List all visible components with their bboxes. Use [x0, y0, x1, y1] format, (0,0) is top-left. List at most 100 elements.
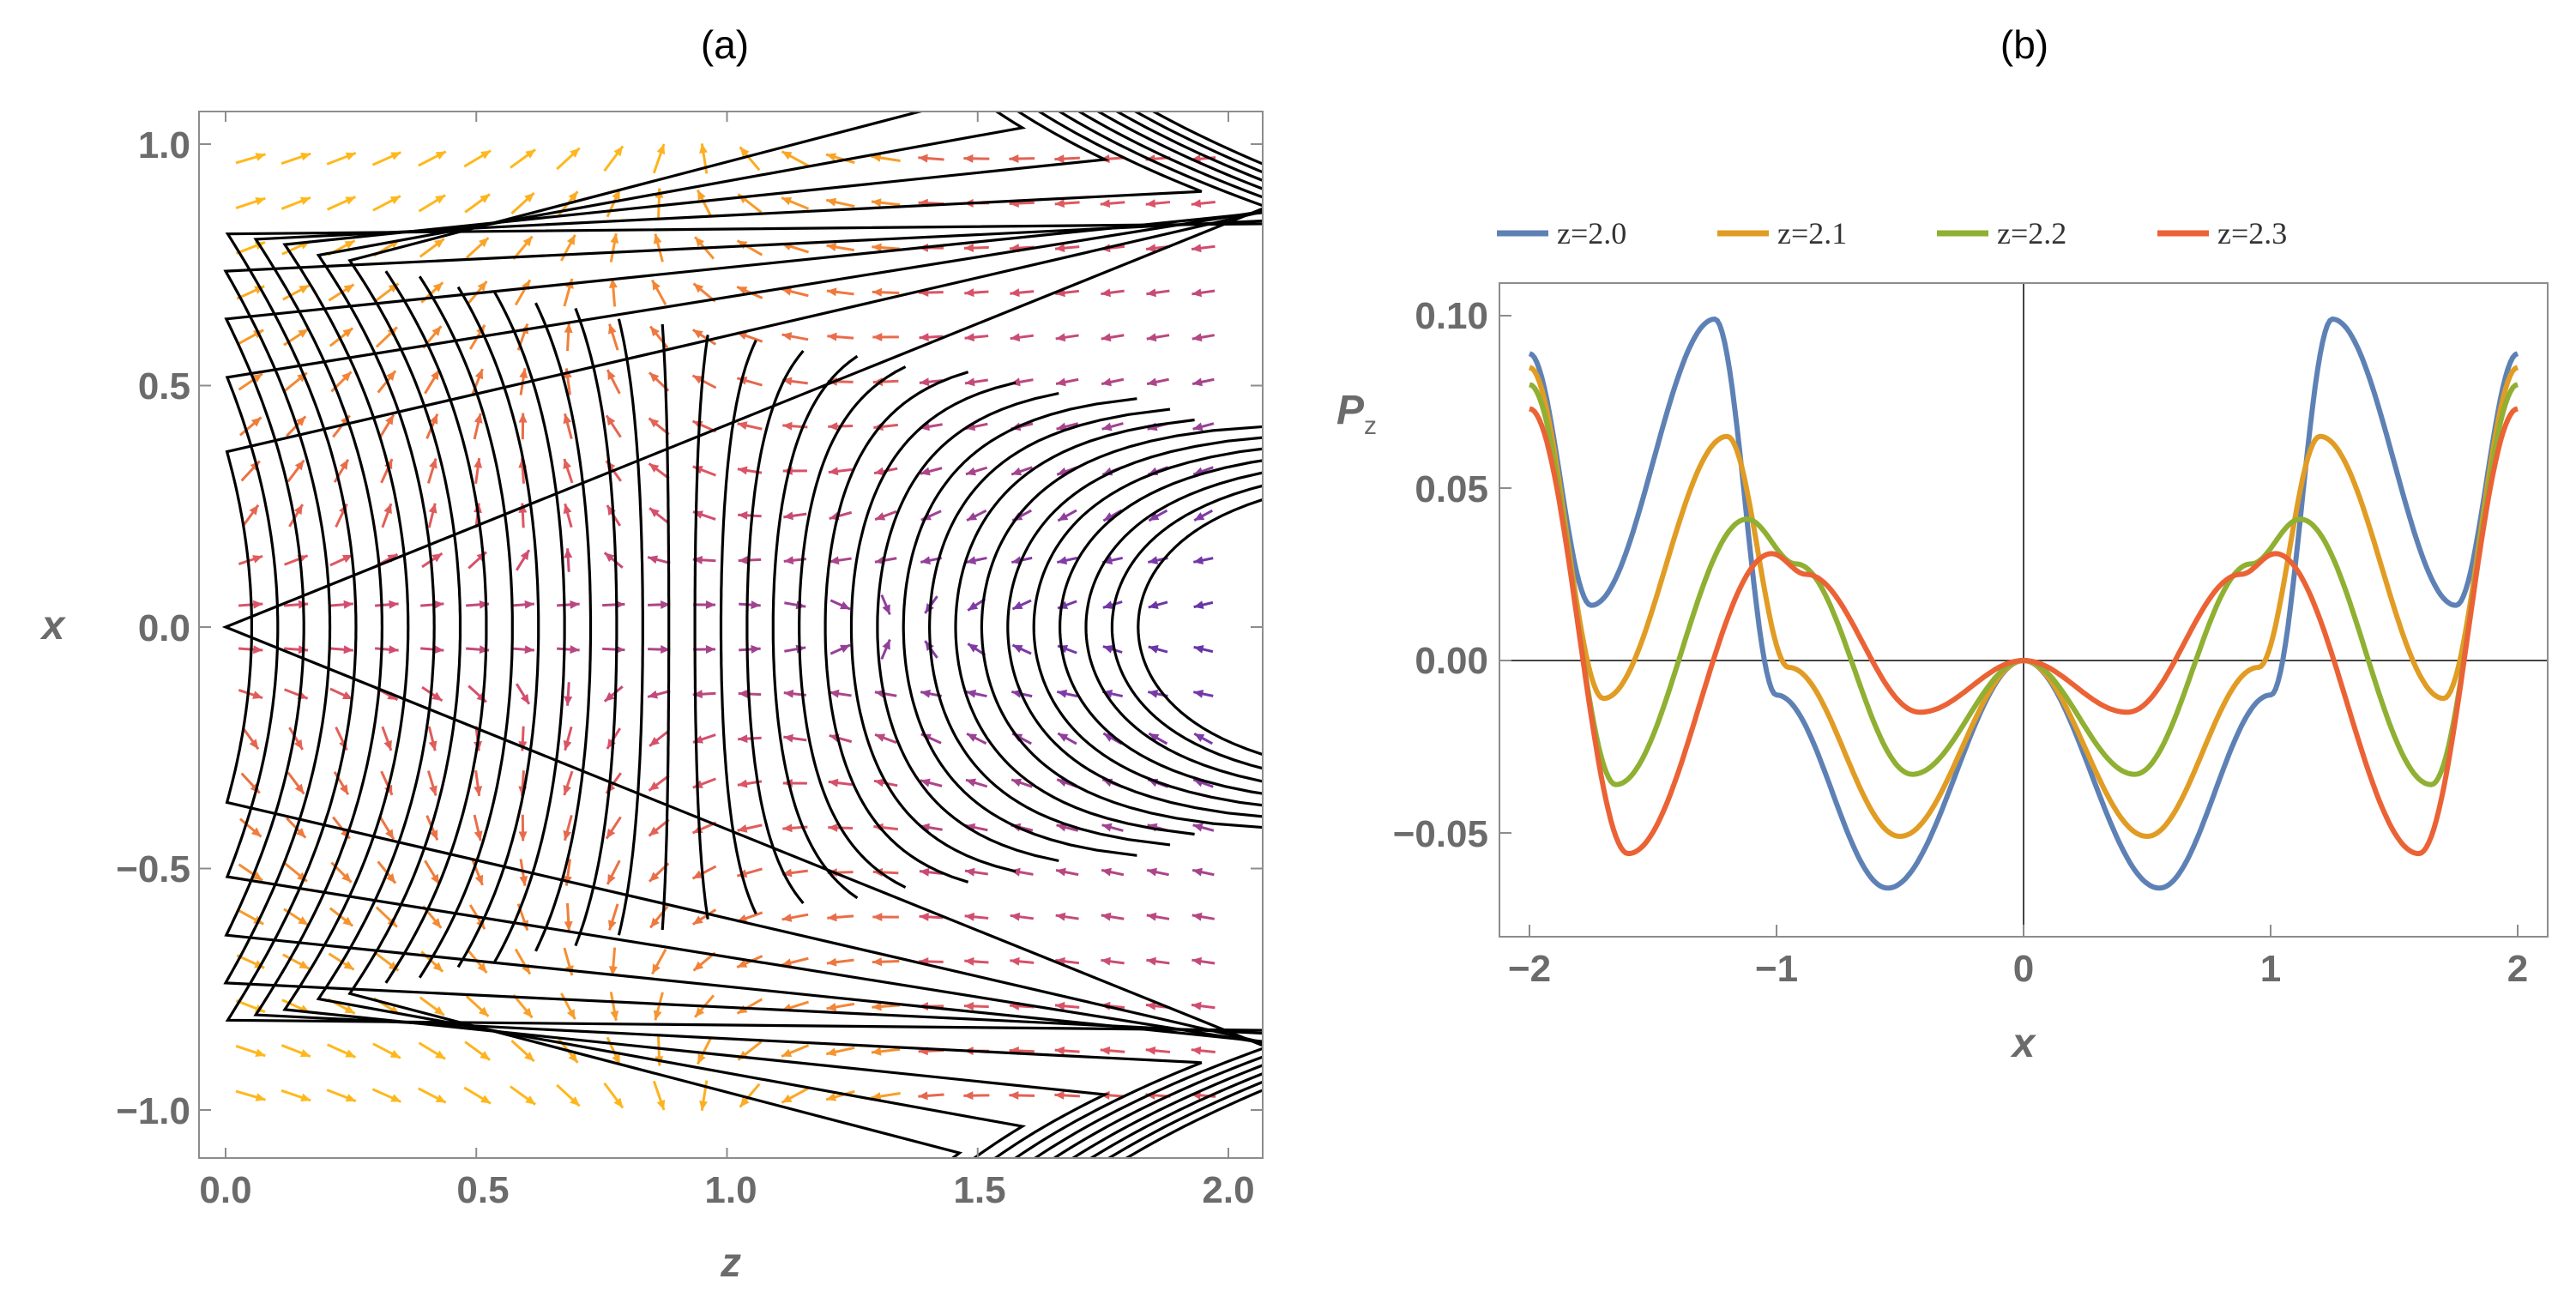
field-arrow [329, 327, 354, 347]
legend-label: z=2.2 [1997, 216, 2066, 250]
field-arrow [420, 645, 444, 655]
field-arrow [238, 863, 263, 882]
field-arrow [288, 727, 305, 751]
field-arrow [608, 903, 619, 931]
field-arrow [781, 1087, 809, 1104]
field-arrow [964, 377, 988, 387]
field-arrow [966, 509, 987, 522]
streamline [1137, 498, 1263, 757]
field-arrow [830, 599, 851, 611]
field-arrow [737, 823, 763, 833]
field-arrow [1101, 956, 1125, 966]
field-arrow [514, 948, 532, 975]
field-arrow [1101, 912, 1125, 921]
field-arrow [739, 644, 761, 654]
field-arrow [556, 147, 581, 171]
field-arrow [1146, 956, 1170, 966]
field-arrow [1191, 244, 1216, 253]
field-arrow [1054, 199, 1080, 208]
field-arrow [1055, 377, 1079, 387]
field-arrow [605, 414, 622, 438]
field-arrow [693, 644, 715, 654]
streamline [693, 335, 709, 920]
field-arrow [964, 288, 989, 298]
field-arrow [418, 1087, 447, 1104]
field-arrow [829, 733, 853, 744]
field-arrow [515, 683, 531, 705]
field-arrow [235, 1089, 266, 1101]
field-arrow [738, 510, 762, 520]
field-arrow [825, 1089, 855, 1101]
field-arrow [874, 689, 897, 698]
field-arrow [827, 913, 854, 922]
field-arrow [874, 556, 897, 565]
streamline [225, 112, 1263, 1158]
b-xtick-label: 2 [2507, 948, 2528, 990]
field-arrow [609, 992, 619, 1022]
field-arrow [512, 993, 534, 1019]
field-arrow [739, 1083, 761, 1108]
field-arrow [1009, 154, 1035, 163]
field-arrow [1191, 288, 1216, 298]
field-arrow [420, 600, 444, 609]
field-arrow [418, 194, 446, 213]
streamline [282, 112, 1110, 1158]
field-arrow [1010, 333, 1035, 342]
field-arrow [326, 151, 357, 166]
field-arrow [557, 600, 580, 609]
field-arrow [1191, 867, 1215, 877]
b-ytick-label: 0.00 [1415, 640, 1488, 682]
field-arrow [287, 459, 305, 483]
field-arrow [872, 332, 899, 341]
a-x-axis-title: z [720, 1240, 741, 1286]
field-arrow [1191, 1046, 1216, 1055]
field-arrow [650, 279, 667, 306]
field-arrow [375, 645, 399, 655]
field-arrow [872, 243, 900, 252]
legend: z=2.0 z=2.1 z=2.2 z=2.3 [1497, 216, 2287, 250]
field-arrow [464, 193, 491, 214]
field-arrow [781, 332, 809, 341]
field-arrow [1056, 823, 1079, 832]
field-arrow [510, 1085, 536, 1106]
field-arrow [825, 1046, 855, 1057]
field-arrow [563, 413, 573, 440]
field-arrow [1055, 333, 1079, 342]
field-arrow [826, 243, 855, 252]
field-arrow [474, 457, 483, 485]
field-arrow [608, 278, 618, 307]
field-arrow [329, 645, 353, 655]
field-arrow [326, 196, 357, 211]
field-arrow [1101, 333, 1125, 342]
field-arrow [880, 638, 891, 661]
streamline [316, 112, 1027, 1158]
field-arrow [1057, 509, 1077, 522]
field-arrow [693, 600, 715, 610]
field-arrow [691, 908, 717, 926]
field-arrow [1146, 867, 1169, 877]
field-arrow [963, 244, 989, 253]
streamline [745, 349, 805, 905]
field-arrow [918, 1091, 944, 1101]
field-arrow [419, 238, 445, 258]
field-arrow [691, 374, 717, 389]
panel-b-ticks [1499, 315, 2519, 937]
field-arrow [510, 148, 536, 169]
streamline [876, 391, 1059, 863]
field-arrow [1193, 732, 1214, 745]
field-arrow [606, 189, 621, 218]
field-arrow [606, 860, 621, 885]
field-arrow [564, 548, 573, 572]
field-arrow [563, 770, 574, 796]
field-arrow [418, 150, 447, 167]
field-arrow [737, 421, 763, 431]
a-xtick-label: 0.5 [456, 1169, 509, 1211]
field-arrow [830, 643, 851, 655]
field-arrow [649, 507, 670, 524]
field-arrow [1101, 377, 1125, 387]
a-ytick-label: 0.0 [138, 607, 190, 649]
field-arrow [608, 323, 619, 351]
legend-label: z=2.3 [2217, 216, 2287, 250]
field-arrow [326, 1043, 357, 1059]
